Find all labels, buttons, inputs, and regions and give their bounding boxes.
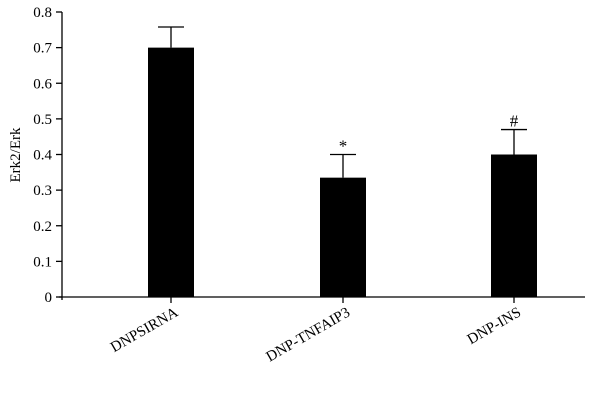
y-tick-label: 0.1 [33, 254, 52, 270]
bars [148, 47, 537, 297]
y-tick-label: 0.6 [33, 76, 52, 92]
bar [320, 177, 366, 297]
bar [148, 47, 194, 297]
y-axis-title: Erk2/Erk [8, 127, 24, 182]
y-tick-label: 0.8 [33, 5, 52, 21]
y-axis: 0 0.1 0.2 0.3 0.4 0.5 0.6 0.7 0.8 [33, 5, 63, 306]
y-tick-label: 0.5 [33, 112, 52, 128]
x-tick-label: DNP-TNFAIP3 [264, 305, 353, 366]
bar [491, 154, 537, 297]
y-tick-label: 0.3 [33, 183, 52, 199]
y-tick-label: 0.7 [33, 41, 52, 57]
x-tick-label: DNP-INS [465, 305, 524, 348]
significance-annotations: *# [339, 112, 519, 156]
y-tick-label: 0 [45, 290, 53, 306]
y-tick-label: 0.2 [33, 219, 52, 235]
x-tick-label: DNPSIRNA [108, 305, 181, 356]
x-axis: DNPSIRNA DNP-TNFAIP3 DNP-INS [59, 296, 585, 366]
significance-marker: * [339, 137, 348, 156]
y-tick-label: 0.4 [33, 148, 52, 164]
error-bars [158, 26, 527, 178]
significance-marker: # [510, 112, 519, 131]
